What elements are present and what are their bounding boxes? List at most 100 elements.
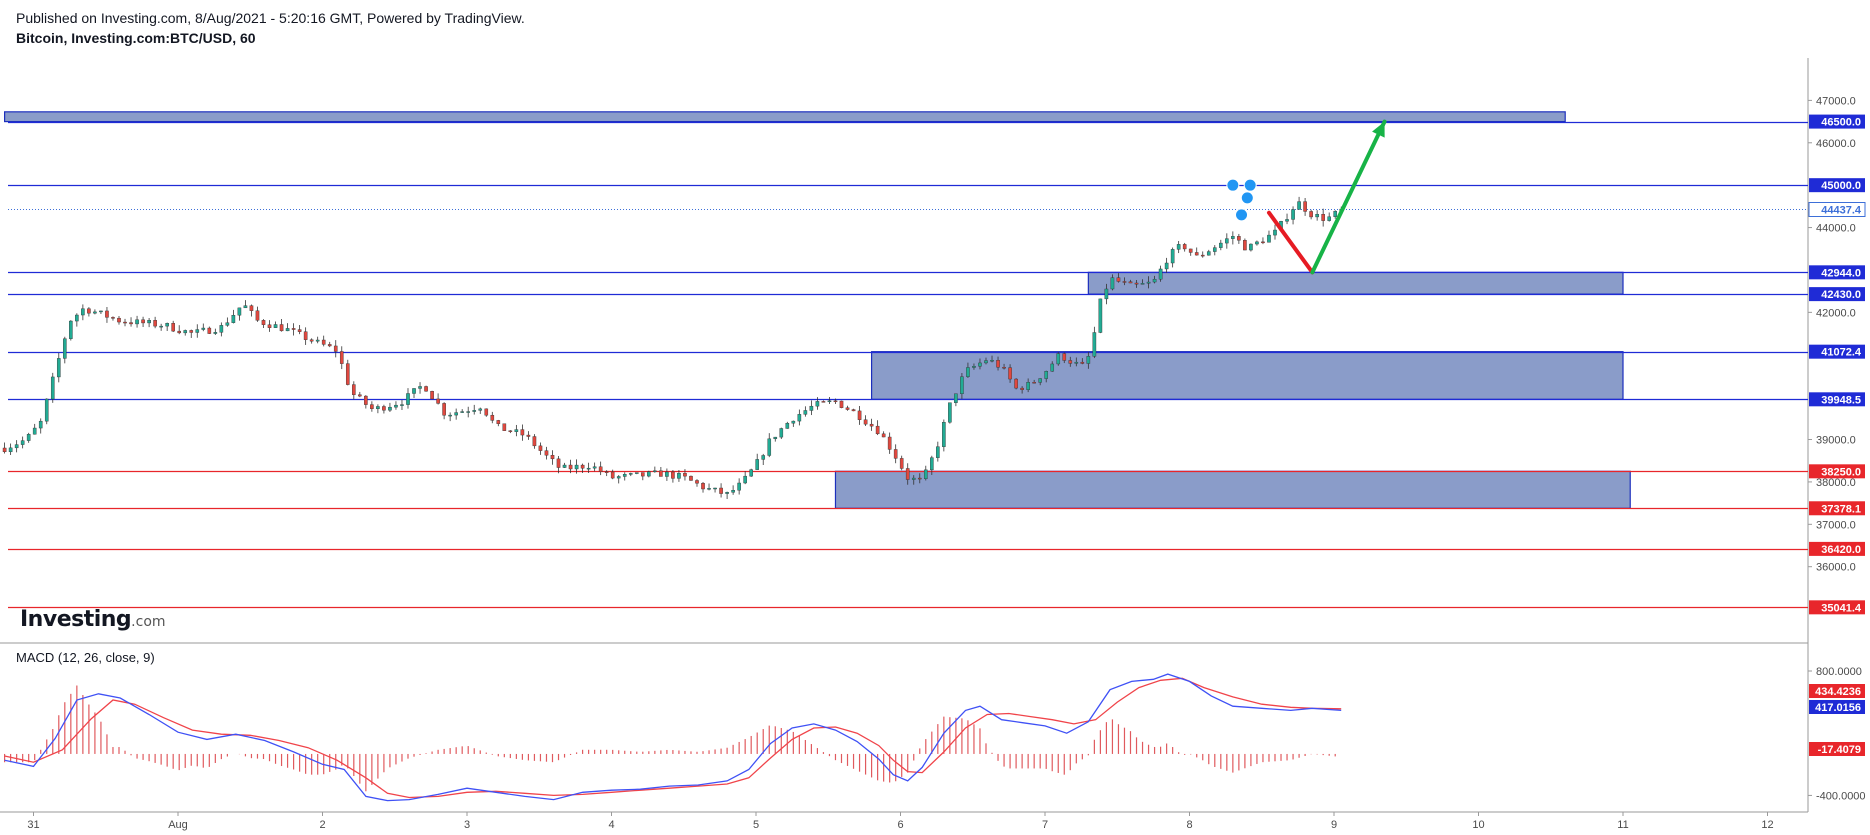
candle-body [767,438,772,456]
candle-body [327,344,332,347]
candle-body [622,474,627,477]
price-axis: 47000.0 46000.0 44000.0 42000.0 39000.0 38000… [1808,95,1866,802]
candle-body [26,434,31,441]
candle-body [358,394,362,397]
candle-body [960,376,964,395]
price-tick-label: 47000.0 [1816,95,1856,107]
candle-body [442,403,446,416]
candle-body [195,329,200,333]
level-badge-bg [1809,541,1865,556]
candle-body [454,412,458,416]
candle-body [954,393,958,403]
candle-body [647,471,651,477]
candle-body [1146,281,1151,284]
candle-body [14,444,19,449]
candle-body [135,319,139,325]
candle-body [117,317,121,323]
candle-body [695,480,699,484]
candle-body [430,391,434,400]
candle-body [1014,378,1018,389]
event-pin [1240,191,1254,205]
candle-body [231,314,236,323]
candle-body [737,482,741,491]
arrow-head [1372,121,1385,138]
candle-body [376,406,380,409]
candle-body [978,362,982,367]
candle-body [502,423,507,431]
candle-body [1243,240,1247,251]
candle-body [147,320,151,324]
level-badge: 37378.1 [1821,503,1861,515]
candle-body [1020,387,1024,390]
time-tick-label: 12 [1761,819,1773,831]
candle-body [659,470,663,477]
candle-body [1194,252,1199,256]
arrow-down [1266,210,1315,275]
zone-rect [3,111,1566,123]
candle-body [1038,378,1042,383]
candlestick-series [2,196,1344,500]
time-tick-label: 6 [897,819,903,831]
candle-body [38,420,43,429]
candle-body [1188,248,1193,253]
level-badge: 36420.0 [1821,544,1861,556]
candle-body [857,410,862,420]
candle-body [791,420,796,424]
time-tick-label: 2 [319,819,325,831]
candle-body [1267,234,1271,243]
candle-body [1212,247,1217,252]
candle-body [1255,241,1259,245]
candle-body [598,466,603,472]
candle-body [725,492,729,494]
candle-body [321,339,326,345]
published-caption: Published on Investing.com, 8/Aug/2021 -… [16,10,525,26]
candle-body [93,311,97,314]
candle-body [213,332,218,334]
level-badge: 35041.4 [1821,602,1862,614]
time-tick-label: 5 [753,819,759,831]
candle-body [538,445,543,451]
price-tick-label: 39000.0 [1816,435,1856,447]
candle-body [893,449,898,459]
macd-value-badge: 417.0156 [1815,702,1861,714]
level-badge: 45000.0 [1821,180,1861,192]
symbol-title: Bitcoin, Investing.com:BTC/USD, 60 [16,30,256,46]
candle-body [189,330,194,333]
candle-body [1231,236,1235,239]
candle-body [20,440,25,445]
price-tick-label: 44000.0 [1816,223,1856,235]
level-badge: 38250.0 [1821,466,1861,478]
macd-signal-badge: 434.4236 [1815,686,1861,698]
candle-body [833,400,838,403]
candle-body [406,393,410,405]
candle-body [1237,236,1241,241]
candle-body [63,338,67,359]
candle-body [460,411,464,413]
candle-body [1291,209,1295,220]
candle-body [863,419,868,425]
candle-body [105,310,109,318]
candle-body [1128,281,1133,284]
candle-body [755,459,760,470]
candle-body [303,331,308,340]
candle-body [1056,353,1061,365]
candle-body [948,402,952,423]
event-pin [1243,178,1257,192]
level-badge-bg [1809,464,1865,479]
candle-body [1104,288,1109,300]
candle-body [815,401,820,407]
candle-body [508,430,513,432]
candle-body [364,395,368,405]
candle-body [273,324,278,328]
candle-body [291,328,296,330]
candle-body [261,320,266,325]
candle-body [165,323,169,327]
candle-body [201,327,206,330]
candle-body [1321,213,1325,221]
level-badge: 39948.5 [1821,394,1861,406]
candle-body [32,427,37,435]
candle-body [671,471,675,479]
candle-body [44,398,49,422]
candle-body [905,468,910,480]
